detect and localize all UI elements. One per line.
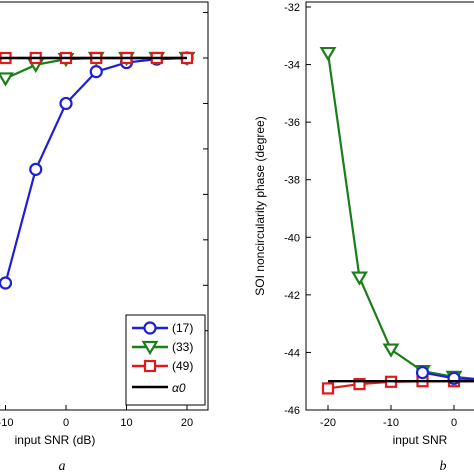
panel-a-chart: -10 0 10 20 input SNR (dB) a (17) (33) (49) — [0, 1, 209, 474]
legend-label-17: (17) — [172, 321, 193, 335]
panel-b-y-tick-label-5: -36 — [284, 117, 300, 129]
panel-b-point-0-1 — [351, 271, 368, 286]
legend-entry-17: (17) — [132, 321, 193, 335]
panel-b-y-tick-label-3: -40 — [284, 232, 300, 244]
legend-box — [125, 314, 206, 406]
legend-marker-circle — [143, 321, 157, 335]
panel-b-x-tick-label-1: -10 — [383, 417, 399, 429]
legend-entry-33: (33) — [132, 340, 193, 356]
legend-label-49: (49) — [172, 359, 193, 373]
legend: (17) (33) (49) α0 — [125, 314, 206, 406]
legend-entry-alpha0: α0 — [132, 381, 186, 395]
panel-a-frame — [0, 1, 209, 411]
panel-a-point-1-0 — [0, 72, 14, 87]
panel-a-x-axis: -10 0 10 20 — [0, 12, 208, 429]
panel-a-x-tick-label-3: 20 — [181, 417, 193, 429]
panel-b-y-tick-label-7: -32 — [284, 2, 300, 14]
panel-a-point-0-3 — [89, 65, 103, 79]
panel-b-point-2-0 — [415, 365, 430, 380]
legend-marker-square — [143, 359, 157, 373]
panel-a-point-0-0 — [0, 276, 13, 290]
panel-a-point-0-1 — [29, 162, 43, 176]
panel-b-x-tick-label-0: -20 — [320, 417, 336, 429]
panel-b-series-line-0 — [326, 52, 474, 380]
panel-b-point-0-0 — [319, 46, 337, 62]
panel-b-point-0-2 — [382, 343, 400, 358]
panel-b-axes: -20 -10 0 -46 -44 -42 -40 -38 -36 -34 -32 — [284, 2, 457, 429]
panel-b-frame — [305, 1, 474, 411]
panel-b-y-tick-label-1: -44 — [284, 347, 300, 359]
panel-b-x-tick-label-2: 0 — [451, 417, 457, 429]
panel-b-y-axis-label: SOI noncircularity phase (degree) — [253, 116, 267, 295]
panel-b-y-tick-label-4: -38 — [284, 175, 300, 187]
panel-a-x-tick-label-2: 10 — [120, 417, 132, 429]
panel-b-y-tick-label-2: -42 — [284, 290, 300, 302]
panel-a-x-tick-label-0: -10 — [0, 417, 13, 429]
panel-b-y-tick-label-6: -34 — [284, 60, 300, 72]
panel-b-letter: b — [440, 459, 447, 474]
legend-label-33: (33) — [172, 340, 193, 354]
legend-entry-49: (49) — [132, 359, 193, 373]
panel-b-point-1-0 — [321, 382, 335, 395]
panel-b-series-layer — [319, 46, 474, 395]
legend-marker-triangle — [141, 340, 159, 356]
panel-a-series-layer — [0, 51, 196, 290]
legend-label-alpha0: α0 — [172, 381, 186, 395]
panel-a-x-axis-label: input SNR (dB) — [15, 433, 96, 447]
panel-a-letter: a — [59, 459, 66, 474]
panel-b-y-tick-label-0: -46 — [284, 405, 300, 417]
panel-b-point-1-1 — [353, 377, 366, 391]
panel-a-point-0-2 — [59, 96, 73, 111]
panel-b-x-axis-label: input SNR — [393, 433, 448, 447]
panel-b-chart: -20 -10 0 -46 -44 -42 -40 -38 -36 -34 -32 SOI nonc… — [253, 1, 474, 474]
panel-a-x-tick-label-1: 0 — [63, 417, 69, 429]
